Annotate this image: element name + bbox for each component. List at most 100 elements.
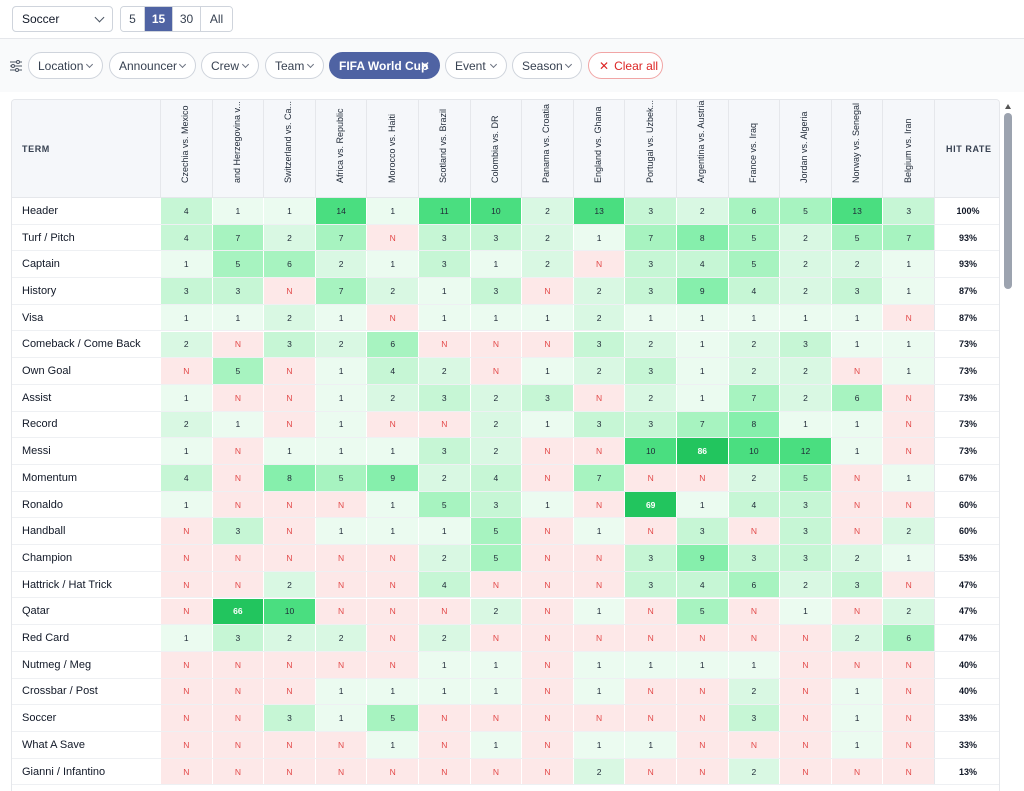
hit-count-cell[interactable]: 3 [624,278,676,304]
match-column-header[interactable]: Jordan vs. Algeria [779,100,831,198]
hit-count-cell[interactable]: 2 [779,224,831,251]
filter-chip-event[interactable]: Event [445,52,507,79]
hit-count-cell[interactable]: 1 [676,304,728,331]
table-row[interactable]: Qatar N 66 10 N N N 2 N 1 N 5 N 1 N 2 47% [12,598,999,626]
filter-chip-announcer[interactable]: Announcer [109,52,196,79]
count-option[interactable]: All [201,7,232,31]
hit-count-cell[interactable]: 5 [469,545,522,571]
hit-count-cell[interactable]: 5 [779,198,831,224]
hit-count-cell[interactable]: 5 [830,224,883,251]
table-row[interactable]: Record 2 1 N 1 N N 2 1 3 3 7 8 1 1 N 73% [12,411,999,439]
miss-cell[interactable]: N [314,651,367,678]
hit-count-cell[interactable]: 7 [676,411,728,438]
match-column-header[interactable]: Panama vs. Croatia [521,100,573,198]
hit-count-cell[interactable]: 2 [263,625,315,651]
table-row[interactable]: Comeback / Come Back 2 N 3 2 6 N N N 3 2 1 2 3 1 1 73% [12,331,999,359]
hit-count-cell[interactable]: 86 [676,438,728,464]
hit-count-cell[interactable]: 1 [676,491,728,518]
hit-count-cell[interactable]: 6 [727,198,780,224]
hit-count-cell[interactable]: 5 [211,358,264,384]
miss-cell[interactable]: N [830,758,883,785]
miss-cell[interactable]: N [572,705,625,731]
miss-cell[interactable]: N [211,732,264,758]
miss-cell[interactable]: N [882,758,934,785]
miss-cell[interactable]: N [366,625,418,651]
hit-count-cell[interactable]: 11 [418,198,470,224]
miss-cell[interactable]: N [160,678,212,705]
table-row[interactable]: Turf / Pitch 4 7 2 7 N 3 3 2 1 7 8 5 2 5 7 93% [12,224,999,252]
hit-count-cell[interactable]: 2 [882,518,934,545]
hit-count-cell[interactable]: 2 [882,598,934,625]
table-row[interactable]: Messi 1 N 1 1 1 3 2 N N 10 86 10 12 1 N 73% [12,438,999,465]
table-row[interactable]: Gianni / Infantino N N N N N N N N 2 N N 2 N N N 13% [12,758,999,786]
hit-count-cell[interactable]: 2 [469,411,522,438]
hit-count-cell[interactable]: 4 [160,465,212,491]
filter-chip-season[interactable]: Season [512,52,582,79]
match-column-header[interactable]: Argentina vs. Austria [676,100,728,198]
miss-cell[interactable]: N [779,732,831,758]
scroll-thumb[interactable] [1004,113,1012,289]
hit-count-cell[interactable]: 2 [521,198,573,224]
miss-cell[interactable]: N [418,331,470,358]
hit-count-cell[interactable]: 3 [469,224,522,251]
hit-count-cell[interactable]: 2 [469,598,522,625]
miss-cell[interactable]: N [521,438,573,464]
miss-cell[interactable]: N [418,598,470,625]
sport-select[interactable]: Soccer [12,6,113,32]
hit-count-cell[interactable]: 3 [624,545,676,571]
hit-count-cell[interactable]: 1 [572,732,625,758]
hit-count-cell[interactable]: 3 [727,545,780,571]
miss-cell[interactable]: N [263,411,315,438]
miss-cell[interactable]: N [314,571,367,598]
miss-cell[interactable]: N [211,331,264,358]
hit-count-cell[interactable]: 1 [572,598,625,625]
hit-count-cell[interactable]: 1 [676,331,728,358]
hit-count-cell[interactable]: 4 [469,465,522,491]
hit-count-cell[interactable]: 1 [727,651,780,678]
hit-count-cell[interactable]: 2 [727,465,780,491]
table-row[interactable]: Own Goal N 5 N 1 4 2 N 1 2 3 1 2 2 N 1 73% [12,358,999,385]
match-column-header[interactable]: and Herzegovina v... [211,100,264,198]
hit-count-cell[interactable]: 1 [366,678,418,705]
hit-count-cell[interactable]: 5 [727,224,780,251]
miss-cell[interactable]: N [572,491,625,518]
hit-count-cell[interactable]: 2 [263,224,315,251]
miss-cell[interactable]: N [882,651,934,678]
hit-count-cell[interactable]: 1 [882,465,934,491]
hit-count-cell[interactable]: 6 [830,384,883,411]
hit-count-cell[interactable]: 1 [882,278,934,304]
miss-cell[interactable]: N [469,358,522,384]
hit-count-cell[interactable]: 1 [882,358,934,384]
hit-count-cell[interactable]: 3 [521,384,573,411]
miss-cell[interactable]: N [521,278,573,304]
hit-count-cell[interactable]: 1 [521,358,573,384]
hit-count-cell[interactable]: 2 [263,304,315,331]
hit-count-cell[interactable]: 3 [779,491,831,518]
hit-count-cell[interactable]: 1 [314,411,367,438]
miss-cell[interactable]: N [676,732,728,758]
miss-cell[interactable]: N [418,758,470,785]
hit-count-cell[interactable]: 3 [624,251,676,278]
table-row[interactable]: Hattrick / Hat Trick N N 2 N N 4 N N N 3 4 6 2 3 N 47% [12,571,999,599]
hit-count-cell[interactable]: 5 [366,705,418,731]
hit-count-cell[interactable]: 2 [521,224,573,251]
hit-count-cell[interactable]: 2 [779,278,831,304]
hit-count-cell[interactable]: 3 [572,411,625,438]
miss-cell[interactable]: N [314,545,367,571]
hit-count-cell[interactable]: 2 [418,358,470,384]
hit-count-cell[interactable]: 6 [263,251,315,278]
miss-cell[interactable]: N [469,705,522,731]
hit-count-cell[interactable]: 3 [263,331,315,358]
count-option[interactable]: 30 [173,7,201,31]
miss-cell[interactable]: N [160,571,212,598]
hit-count-cell[interactable]: 1 [882,251,934,278]
miss-cell[interactable]: N [624,758,676,785]
hit-count-cell[interactable]: 1 [211,411,264,438]
hit-count-cell[interactable]: 2 [572,358,625,384]
hit-count-cell[interactable]: 3 [418,224,470,251]
miss-cell[interactable]: N [624,598,676,625]
miss-cell[interactable]: N [211,491,264,518]
miss-cell[interactable]: N [830,465,883,491]
term-column-header[interactable]: TERM [22,144,50,154]
table-row[interactable]: Champion N N N N N 2 5 N N 3 9 3 3 2 1 53% [12,545,999,572]
